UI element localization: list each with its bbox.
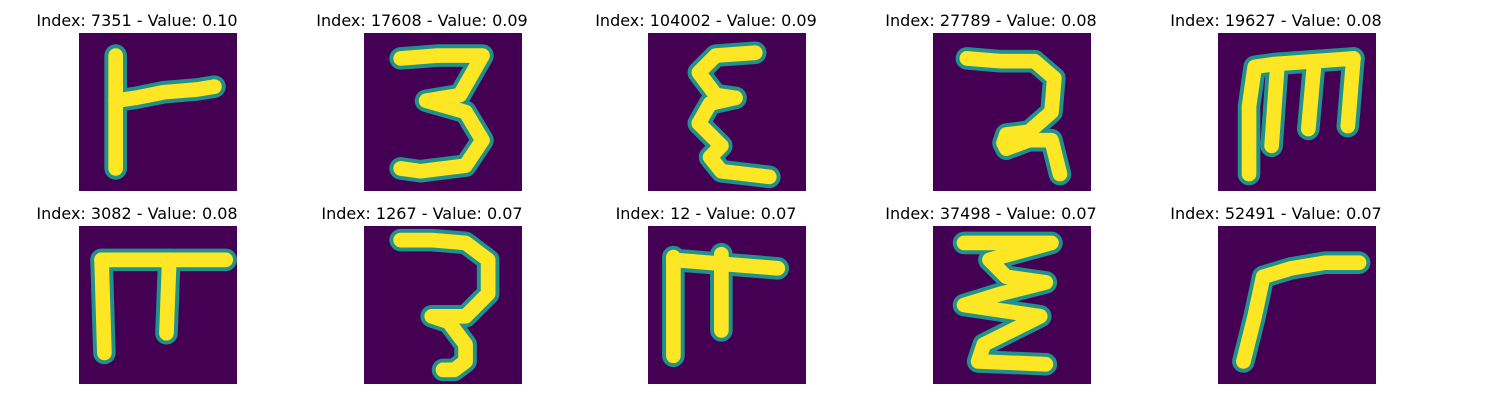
thumbnail-image	[1218, 33, 1376, 191]
panel-title: Index: 12 - Value: 0.07	[615, 204, 797, 223]
thumbnail-panel: Index: 12 - Value: 0.07	[576, 204, 836, 384]
panel-title: Index: 7351 - Value: 0.10	[36, 11, 238, 30]
panel-title: Index: 19627 - Value: 0.08	[1170, 11, 1382, 30]
glyph-stroke	[691, 90, 777, 185]
thumbnail-panel: Index: 19627 - Value: 0.08	[1146, 11, 1406, 191]
panel-title: Index: 52491 - Value: 0.07	[1170, 204, 1382, 223]
thumbnail-image	[933, 33, 1091, 191]
thumbnail-panel: Index: 27789 - Value: 0.08	[861, 11, 1121, 191]
glyph-stroke	[1300, 59, 1322, 137]
thumbnail-image	[648, 226, 806, 384]
panel-title: Index: 37498 - Value: 0.07	[885, 204, 1097, 223]
thumbnail-svg	[1218, 33, 1376, 191]
glyph-stroke	[956, 235, 1059, 372]
glyph-stroke	[393, 232, 496, 378]
thumbnail-svg	[79, 33, 237, 191]
panel-title: Index: 17608 - Value: 0.09	[316, 11, 528, 30]
thumbnail-image	[364, 226, 522, 384]
glyph-stroke	[159, 252, 177, 341]
thumbnail-svg	[648, 33, 806, 191]
panel-title: Index: 104002 - Value: 0.09	[595, 11, 817, 30]
glyph-stroke	[1264, 59, 1285, 154]
glyph-stroke	[1236, 255, 1367, 369]
panel-title: Index: 27789 - Value: 0.08	[885, 11, 1097, 30]
glyph-stroke	[959, 51, 1068, 182]
panel-title: Index: 1267 - Value: 0.07	[321, 204, 523, 223]
thumbnail-image	[1218, 226, 1376, 384]
thumbnail-svg	[1218, 226, 1376, 384]
thumbnail-svg	[933, 226, 1091, 384]
thumbnail-panel: Index: 17608 - Value: 0.09	[292, 11, 552, 191]
thumbnail-image	[933, 226, 1091, 384]
thumbnail-image	[79, 33, 237, 191]
thumbnail-panel: Index: 3082 - Value: 0.08	[7, 204, 267, 384]
thumbnail-panel: Index: 104002 - Value: 0.09	[576, 11, 836, 191]
thumbnail-panel: Index: 1267 - Value: 0.07	[292, 204, 552, 384]
panel-title: Index: 3082 - Value: 0.08	[36, 204, 238, 223]
thumbnail-image	[79, 226, 237, 384]
thumbnail-panel: Index: 52491 - Value: 0.07	[1146, 204, 1406, 384]
thumbnail-svg	[364, 226, 522, 384]
thumbnail-image	[648, 33, 806, 191]
thumbnail-svg	[364, 33, 522, 191]
glyph-stroke	[1340, 51, 1361, 134]
glyph-stroke	[108, 79, 222, 109]
thumbnail-panel: Index: 37498 - Value: 0.07	[861, 204, 1121, 384]
thumbnail-svg	[79, 226, 237, 384]
glyph-stroke	[1241, 51, 1361, 182]
glyph-stroke	[94, 252, 112, 361]
thumbnail-svg	[648, 226, 806, 384]
glyph-stroke	[393, 48, 490, 179]
thumbnail-svg	[933, 33, 1091, 191]
thumbnail-panel: Index: 7351 - Value: 0.10	[7, 11, 267, 191]
thumbnail-background	[79, 33, 237, 191]
thumbnail-image	[364, 33, 522, 191]
